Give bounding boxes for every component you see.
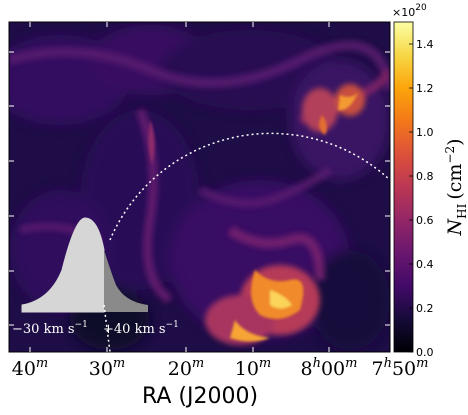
- x-tick-label: 40m: [12, 356, 49, 380]
- colorbar-tick-label: 1.4: [416, 38, 434, 51]
- colorbar: [393, 21, 414, 353]
- colorbar-tick-label: 0.4: [416, 258, 434, 271]
- colorbar-tick-label: 0.0: [416, 346, 434, 359]
- colorbar-label: NHI(cm−2): [443, 138, 468, 236]
- colorbar-tick-label: 1.2: [416, 82, 434, 95]
- x-tick-labels: 40m 30m 20m 10m 8h00m 7h50m: [12, 356, 429, 380]
- colorbar-tick-label: 0.6: [416, 214, 434, 227]
- y-tick-marks: [9, 51, 390, 326]
- x-tick-label: 7h50m: [372, 356, 429, 380]
- x-tick-label: 8h00m: [301, 356, 358, 380]
- x-tick-label: 20m: [168, 356, 205, 380]
- colorbar-tick-label: 0.2: [416, 302, 434, 315]
- x-axis-label: RA (J2000): [142, 384, 258, 409]
- inset-velocity-profile: [21, 217, 148, 353]
- colorbar-ticks: 0.0 0.2 0.4 0.6 0.8 1.0 1.2 1.4: [409, 38, 434, 359]
- x-tick-marks: [29, 22, 330, 352]
- colorbar-tick-label: 1.0: [416, 126, 434, 139]
- colorbar-tick-label: 0.8: [416, 170, 434, 183]
- inset-right-label: +40 km s−1: [103, 320, 179, 337]
- colorbar-multiplier: ×1020: [392, 3, 427, 19]
- inset-left-label: −30 km s−1: [12, 320, 88, 337]
- dotted-arc: [109, 132, 390, 241]
- plot-frame: [8, 21, 391, 353]
- x-tick-label: 10m: [235, 356, 272, 380]
- x-tick-label: 30m: [89, 356, 126, 380]
